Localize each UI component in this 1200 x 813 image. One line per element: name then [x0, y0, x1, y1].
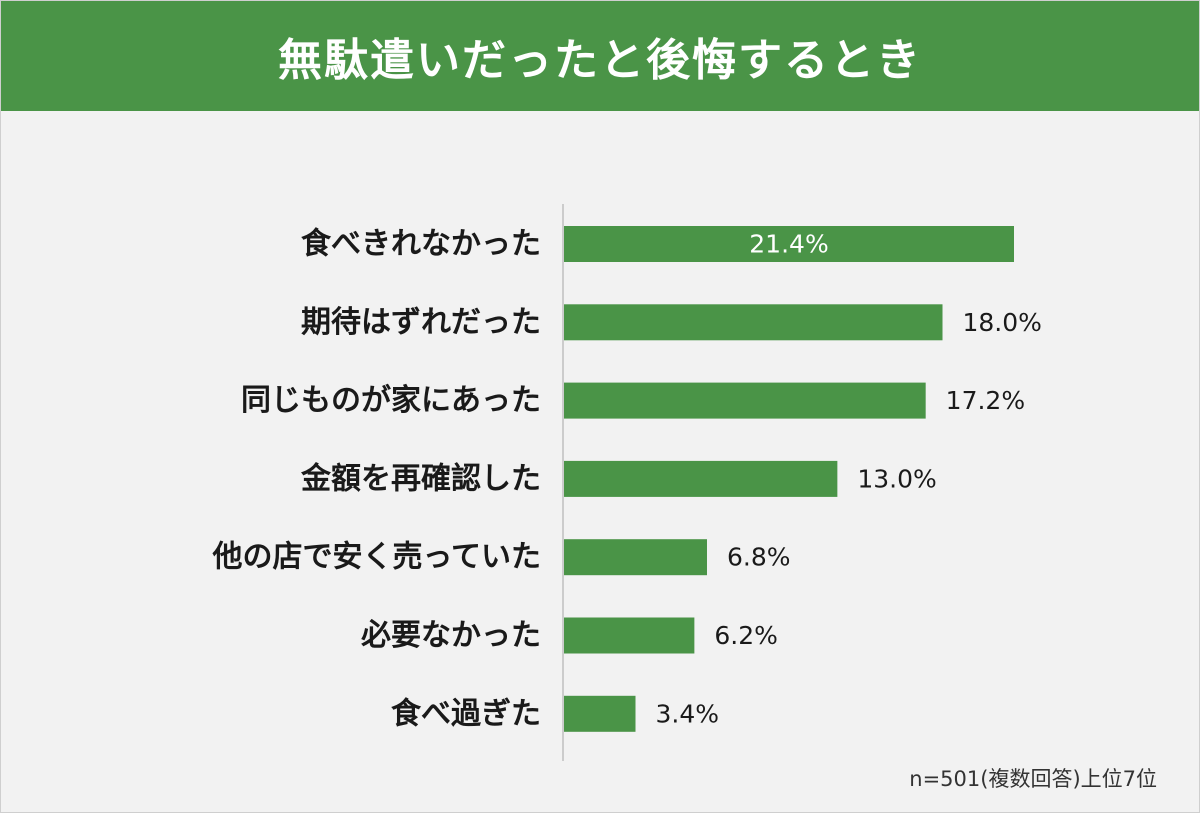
category-label: 必要なかった: [361, 618, 541, 653]
value-label: 18.0%: [963, 308, 1042, 337]
sample-note: n=501(複数回答)上位7位: [909, 767, 1157, 791]
category-label: 金額を再確認した: [300, 461, 541, 496]
value-label: 17.2%: [946, 386, 1025, 415]
category-label: 食べきれなかった: [301, 227, 541, 262]
category-label: 同じものが家にあった: [241, 383, 541, 418]
value-label: 6.2%: [714, 621, 778, 650]
value-label: 6.8%: [727, 543, 791, 572]
chart-header: 無駄遣いだったと後悔するとき: [1, 1, 1199, 111]
bar: [564, 304, 943, 341]
bar: [564, 617, 695, 654]
bar: [564, 695, 636, 732]
value-label: 13.0%: [857, 464, 936, 493]
bar: [564, 226, 1014, 262]
bar: [564, 539, 707, 576]
chart-title: 無駄遣いだったと後悔するとき: [278, 35, 922, 86]
value-label: 3.4%: [655, 699, 719, 728]
bar: [564, 460, 838, 497]
bar: [564, 382, 926, 419]
value-label: 21.4%: [749, 230, 828, 259]
category-label: 期待はずれだった: [301, 305, 541, 340]
category-label: 食べ過ぎた: [391, 696, 541, 731]
category-label: 他の店で安く売っていた: [212, 540, 542, 575]
